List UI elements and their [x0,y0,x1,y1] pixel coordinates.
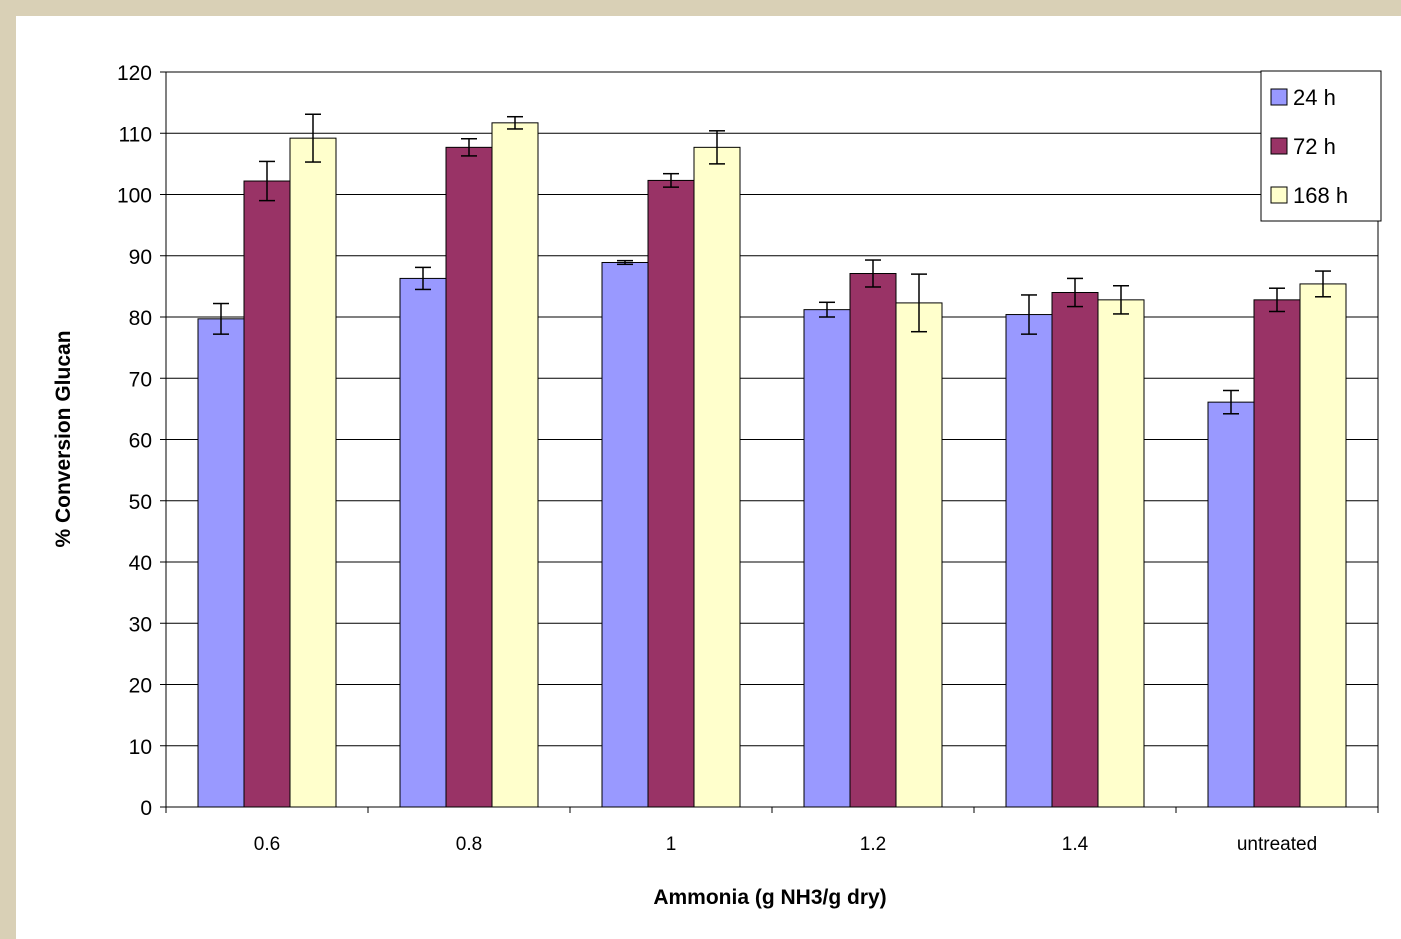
axes [160,71,1379,813]
bar [399,277,447,808]
bar [243,180,291,808]
y-tick-label: 20 [129,675,152,698]
bar [491,122,539,808]
bar [1207,401,1255,808]
legend-label: 24 h [1293,85,1336,110]
bar [1005,314,1053,808]
bar [601,261,649,808]
y-tick-label: 60 [129,430,152,453]
bar [1253,299,1301,808]
x-tick-labels: 0.6 0.8 1 1.2 1.4 untreated [254,834,1317,855]
legend-swatch [1270,137,1288,155]
y-tick-labels: 0 10 20 30 40 50 60 70 80 90 100 110 120 [117,62,152,820]
x-tick-label: 1.2 [860,834,886,855]
legend-label: 72 h [1293,134,1336,159]
bar [197,318,245,808]
bar [693,146,741,808]
y-tick-label: 70 [129,368,152,391]
y-tick-label: 120 [117,62,152,85]
bars [197,122,1347,808]
x-tick-label: untreated [1237,834,1317,855]
bar [1051,292,1099,808]
x-axis-label: Ammonia (g NH3/g dry) [653,886,886,909]
bar [445,146,493,808]
legend-swatch [1270,88,1288,106]
y-tick-label: 90 [129,246,152,269]
bar [289,137,337,808]
bar [1097,299,1145,808]
y-tick-label: 10 [129,736,152,759]
legend-label: 168 h [1293,183,1348,208]
y-tick-label: 80 [129,307,152,330]
bar [849,273,897,808]
x-tick-label: 0.8 [456,834,482,855]
legend: 24 h 72 h 168 h [1260,70,1382,222]
y-tick-label: 110 [119,123,152,146]
y-tick-label: 50 [129,491,152,514]
bar [1299,283,1347,808]
bar [895,302,943,808]
x-tick-label: 0.6 [254,834,280,855]
bar [803,309,851,808]
y-tick-label: 30 [129,613,152,636]
error-bars [213,113,1331,415]
y-tick-label: 100 [117,185,152,208]
y-tick-label: 40 [129,552,152,575]
legend-swatch [1270,186,1288,204]
x-tick-label: 1 [666,834,677,855]
y-axis-label: % Conversion Glucan [52,330,75,547]
gridlines [166,71,1378,747]
y-tick-label: 0 [140,797,152,820]
bar [647,179,695,808]
x-tick-label: 1.4 [1062,834,1089,855]
